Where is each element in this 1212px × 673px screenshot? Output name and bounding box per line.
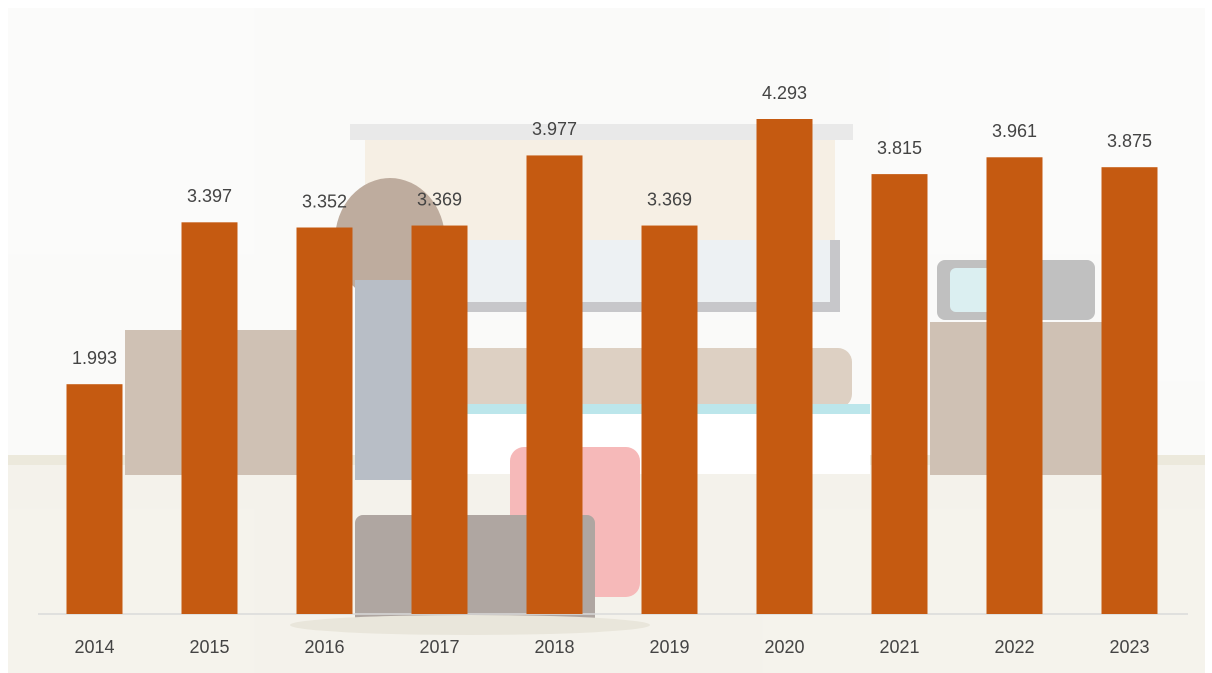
bar (411, 225, 468, 614)
x-tick-label: 2016 (304, 637, 344, 657)
x-tick-label: 2023 (1109, 637, 1149, 657)
x-tick-label: 2022 (994, 637, 1034, 657)
data-label: 3.815 (877, 138, 922, 158)
shadow (290, 615, 650, 635)
x-tick-label: 2014 (74, 637, 114, 657)
data-label: 1.993 (72, 348, 117, 368)
blind-rail (350, 124, 853, 140)
data-label: 3.352 (302, 191, 347, 211)
bar (641, 225, 698, 614)
x-tick-label: 2019 (649, 637, 689, 657)
data-label: 4.293 (762, 83, 807, 103)
x-tick-label: 2015 (189, 637, 229, 657)
x-tick-label: 2021 (879, 637, 919, 657)
data-label: 3.875 (1107, 131, 1152, 151)
bar (296, 227, 353, 615)
bar (526, 155, 583, 614)
data-label: 3.369 (417, 189, 462, 209)
data-label: 3.961 (992, 121, 1037, 141)
bar (1101, 167, 1158, 614)
bar (756, 119, 813, 614)
bar (871, 174, 928, 615)
x-tick-label: 2017 (419, 637, 459, 657)
bar (66, 384, 123, 614)
person-body (355, 280, 415, 480)
bar (181, 222, 238, 614)
bar (986, 157, 1043, 614)
data-label: 3.977 (532, 119, 577, 139)
x-tick-label: 2020 (764, 637, 804, 657)
data-label: 3.397 (187, 186, 232, 206)
data-label: 3.369 (647, 189, 692, 209)
x-tick-label: 2018 (534, 637, 574, 657)
